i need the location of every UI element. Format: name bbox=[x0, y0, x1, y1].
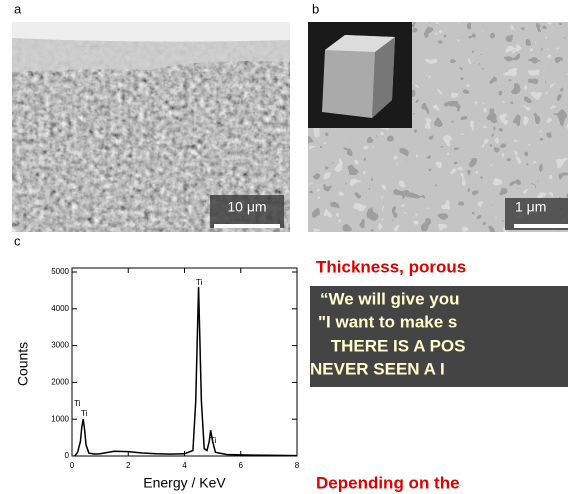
x-tick-label: 8 bbox=[295, 461, 300, 470]
quote-line: "I want to make s bbox=[318, 312, 457, 331]
spectrum-line bbox=[75, 287, 297, 456]
note-footer: Depending on the bbox=[316, 473, 460, 492]
panel-label: c bbox=[14, 233, 21, 248]
y-tick-label: 2000 bbox=[51, 378, 69, 387]
y-tick-label: 4000 bbox=[51, 304, 69, 313]
y-tick-label: 3000 bbox=[51, 341, 69, 350]
x-tick-label: 0 bbox=[70, 461, 75, 470]
figure: a 10 μm b 1 μm c 0 1000 2000 3000 4000 5000 0 2… bbox=[0, 0, 568, 494]
y-tick-label: 0 bbox=[65, 451, 70, 460]
y-axis-label: Counts bbox=[15, 342, 31, 386]
peak-label: Ti bbox=[196, 278, 203, 287]
peak-label: Ti bbox=[81, 409, 88, 418]
scale-bar-label: 10 μm bbox=[227, 199, 266, 215]
y-tick-label: 5000 bbox=[51, 267, 69, 276]
quote-line: “We will give you bbox=[320, 289, 460, 308]
x-tick-label: 6 bbox=[239, 461, 244, 470]
quote-line: NEVER SEEN A I bbox=[310, 359, 445, 378]
y-tick-label: 1000 bbox=[51, 414, 69, 423]
peak-label: Ti bbox=[74, 399, 81, 408]
scale-bar-label: 1 μm bbox=[515, 199, 546, 215]
peak-label: Ti bbox=[210, 436, 217, 445]
eds-chart: 0 1000 2000 3000 4000 5000 0 2 4 6 8 Energy / KeV Co… bbox=[15, 267, 300, 491]
plot-frame bbox=[72, 268, 297, 456]
x-tick-label: 4 bbox=[182, 461, 187, 470]
figure-page: a 10 μm b 1 μm c 0 1000 2000 3000 4000 5000 0 2… bbox=[0, 0, 568, 494]
panel-label: a bbox=[14, 1, 22, 16]
note-title: Thickness, porous bbox=[316, 257, 466, 276]
panel-label: b bbox=[312, 1, 319, 16]
x-tick-label: 2 bbox=[126, 461, 131, 470]
quote-line: THERE IS A POS bbox=[326, 336, 466, 355]
x-axis-label: Energy / KeV bbox=[143, 475, 226, 491]
